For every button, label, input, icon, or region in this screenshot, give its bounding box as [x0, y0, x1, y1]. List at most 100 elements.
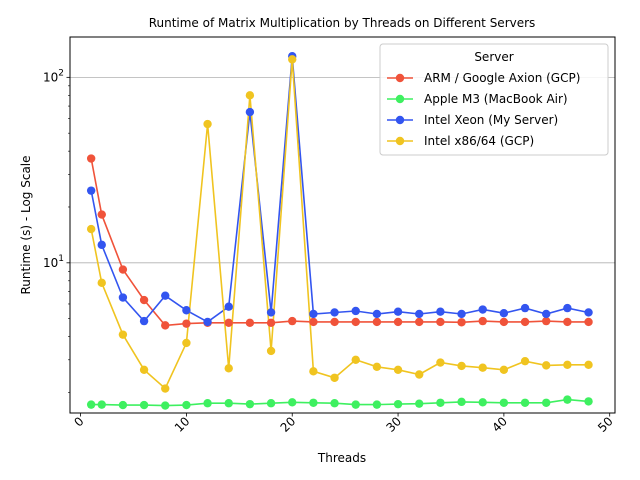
data-point	[372, 362, 382, 372]
data-point	[309, 309, 318, 319]
data-point	[542, 309, 551, 319]
data-point	[118, 293, 128, 302]
data-point	[97, 210, 106, 219]
data-point	[245, 399, 255, 409]
data-point	[182, 306, 191, 315]
data-point	[182, 319, 191, 328]
data-point	[563, 360, 572, 369]
x-tick-label: 50	[595, 414, 616, 435]
data-point	[351, 355, 360, 365]
plot-frame	[69, 36, 616, 414]
data-point	[478, 363, 487, 372]
data-point	[542, 316, 551, 326]
legend-box	[379, 43, 609, 156]
data-point	[245, 318, 255, 327]
data-point	[139, 365, 149, 374]
data-point	[139, 295, 149, 305]
x-tick-label: 20	[278, 414, 299, 435]
data-point	[563, 317, 572, 327]
data-point	[415, 317, 424, 327]
data-point	[351, 400, 360, 409]
data-point	[499, 317, 509, 327]
data-point	[330, 308, 339, 317]
data-point	[520, 356, 530, 366]
legend-marker	[395, 115, 405, 125]
x-tick-label: 30	[383, 414, 404, 435]
data-point	[415, 370, 424, 379]
data-point	[224, 364, 233, 373]
data-point	[499, 398, 509, 407]
data-point	[309, 367, 318, 376]
data-point	[478, 316, 487, 326]
data-point	[266, 308, 276, 317]
data-point	[520, 303, 530, 313]
data-point	[309, 317, 318, 327]
data-point	[330, 317, 339, 327]
data-point	[224, 318, 233, 327]
data-point	[161, 384, 170, 393]
data-point	[161, 401, 170, 410]
data-point	[288, 316, 297, 326]
legend-marker	[395, 136, 405, 146]
legend-label: ARM / Google Axion (GCP)	[424, 71, 580, 85]
data-point	[288, 398, 297, 407]
legend-marker	[395, 94, 405, 104]
data-point	[224, 302, 233, 311]
data-point	[478, 305, 487, 314]
x-axis-label: Threads	[317, 451, 366, 465]
x-tick-label: 0	[71, 414, 86, 429]
data-point	[97, 240, 106, 250]
data-point	[436, 307, 445, 316]
data-point	[139, 400, 149, 410]
data-point	[436, 317, 445, 327]
data-point	[86, 186, 96, 195]
data-point	[266, 346, 276, 356]
data-point	[393, 317, 403, 327]
data-point	[86, 224, 96, 234]
x-tick-label: 10	[172, 414, 193, 435]
y-axis-label: Runtime (s) - Log Scale	[19, 155, 33, 294]
data-point	[266, 318, 276, 327]
data-point	[563, 395, 572, 404]
data-point	[542, 398, 551, 407]
data-point	[288, 55, 297, 64]
data-point	[309, 398, 318, 407]
data-point	[161, 291, 170, 300]
data-point	[330, 399, 339, 408]
data-point	[393, 307, 403, 316]
legend-label: Intel Xeon (My Server)	[424, 113, 558, 127]
data-point	[245, 91, 255, 100]
data-point	[393, 399, 403, 409]
data-point	[499, 309, 509, 318]
legend-title: Server	[474, 50, 513, 64]
x-tick-label: 40	[489, 414, 510, 435]
data-point	[478, 398, 487, 407]
legend-items: ARM / Google Axion (GCP) Apple M3 (MacBoo…	[387, 71, 580, 148]
data-point	[457, 361, 466, 371]
data-point	[372, 317, 382, 327]
data-point	[161, 321, 170, 330]
series-points	[86, 52, 593, 410]
data-point	[203, 399, 212, 408]
chart-title: Runtime of Matrix Multiplication by Thre…	[149, 16, 536, 30]
data-point	[182, 338, 191, 348]
data-point	[86, 400, 96, 409]
data-point	[584, 317, 593, 327]
data-point	[372, 309, 382, 319]
data-point	[118, 265, 128, 274]
data-point	[86, 154, 96, 163]
data-point	[457, 309, 466, 319]
data-point	[584, 308, 593, 317]
data-point	[415, 309, 424, 319]
data-point	[415, 399, 424, 408]
legend-label: Apple M3 (MacBook Air)	[424, 92, 568, 106]
data-point	[542, 361, 551, 370]
data-point	[457, 318, 466, 327]
data-point	[139, 316, 149, 326]
data-point	[393, 365, 403, 374]
data-point	[266, 399, 276, 408]
data-point	[351, 306, 360, 316]
data-point	[97, 278, 106, 288]
data-point	[330, 373, 339, 382]
